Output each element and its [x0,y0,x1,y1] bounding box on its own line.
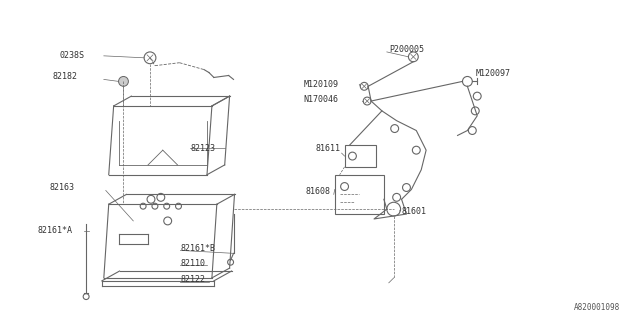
Circle shape [387,202,401,216]
Text: 0238S: 0238S [60,51,84,60]
Circle shape [468,127,476,134]
Text: 81608: 81608 [305,187,330,196]
Text: 82123: 82123 [190,144,215,153]
Circle shape [157,193,164,201]
Circle shape [340,183,349,190]
Bar [335,175,384,214]
Text: M120097: M120097 [476,69,510,78]
Circle shape [463,76,472,86]
Circle shape [164,203,170,209]
Circle shape [403,184,410,191]
Text: N170046: N170046 [303,95,339,104]
Circle shape [140,203,146,209]
Circle shape [118,76,129,86]
Circle shape [164,217,172,225]
Circle shape [349,152,356,160]
Circle shape [391,124,399,132]
Text: 82161*B: 82161*B [180,244,216,253]
Circle shape [471,107,479,115]
Bar [344,145,376,167]
Circle shape [152,203,158,209]
Text: 81611: 81611 [315,144,340,153]
Text: M120109: M120109 [303,80,339,89]
Text: 82163: 82163 [50,183,75,192]
Circle shape [412,146,420,154]
Text: 81601: 81601 [401,207,426,216]
Circle shape [147,196,155,203]
Circle shape [393,193,401,201]
Text: 82182: 82182 [52,72,77,81]
Text: P200005: P200005 [388,45,424,54]
Text: A820001098: A820001098 [573,303,620,312]
Circle shape [474,92,481,100]
Text: 82110: 82110 [180,259,205,268]
Circle shape [175,203,182,209]
Text: 82161*A: 82161*A [37,226,72,235]
Text: 82122: 82122 [180,276,205,284]
